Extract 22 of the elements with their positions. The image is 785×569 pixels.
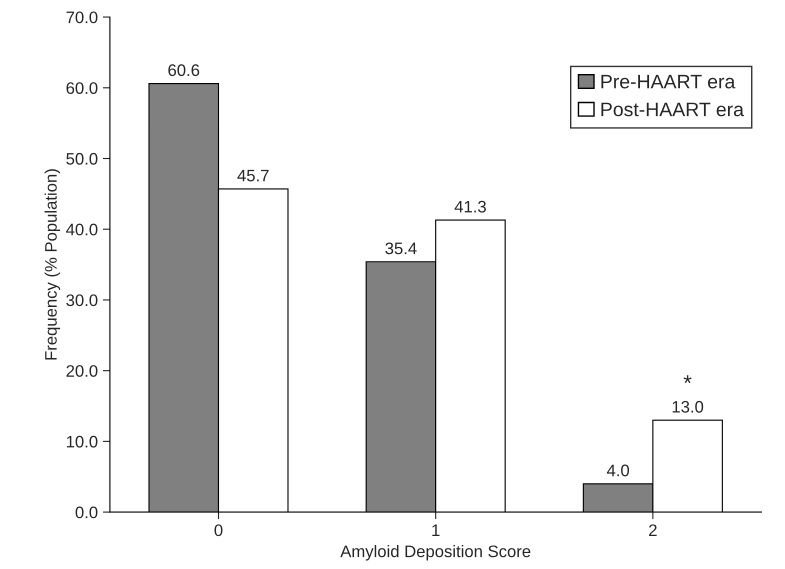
data-label: 35.4 (385, 242, 417, 254)
y-axis-title: Frequency (% Population) (44, 169, 60, 360)
data-label: 4.0 (606, 464, 630, 476)
legend-label: Pre-HAART era (601, 74, 736, 88)
data-label: 13.0 (672, 400, 704, 413)
data-label: 45.7 (237, 170, 269, 182)
y-tick-label: 70.0 (66, 11, 98, 24)
annotation: * (684, 375, 692, 384)
x-axis-title: Amyloid Deposition Score (340, 545, 530, 561)
x-tick-label: 1 (432, 524, 440, 536)
y-tick-label: 50.0 (66, 152, 98, 165)
data-label: 60.6 (168, 64, 200, 76)
legend-label: Post-HAART era (601, 102, 744, 116)
y-tick-label: 30.0 (66, 294, 98, 306)
x-tick-label: 2 (649, 524, 657, 536)
y-tick-label: 40.0 (66, 224, 98, 236)
y-tick-label: 60.0 (66, 82, 98, 94)
y-tick-label: 0.0 (76, 506, 98, 518)
y-tick-label: 10.0 (66, 436, 98, 448)
y-tick-label: 20.0 (66, 365, 98, 377)
data-label: 41.3 (454, 200, 486, 213)
x-tick-label: 0 (214, 524, 222, 536)
